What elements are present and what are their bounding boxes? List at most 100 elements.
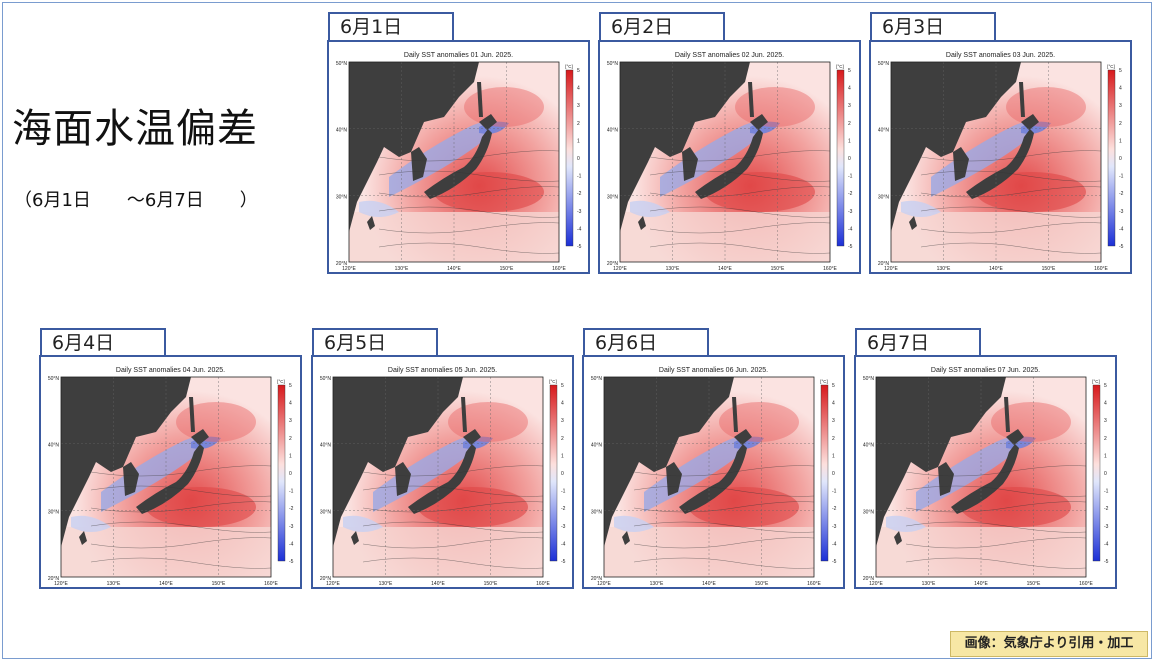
colorbar-tick: -1 (577, 174, 582, 180)
date-tab: 6月2日 (599, 12, 725, 40)
lat-label: 20°N (320, 576, 332, 582)
lat-label: 40°N (878, 128, 890, 134)
lon-label: 150°E (500, 266, 514, 272)
lat-label: 40°N (320, 443, 332, 449)
colorbar-tick: 1 (289, 453, 292, 459)
lon-label: 160°E (1094, 266, 1108, 272)
lon-label: 160°E (536, 581, 550, 587)
colorbar-tick: 2 (561, 436, 564, 442)
colorbar-tick: -1 (1119, 174, 1124, 180)
lat-label: 20°N (607, 261, 619, 267)
lon-label: 130°E (650, 581, 664, 587)
lon-label: 120°E (613, 266, 627, 272)
colorbar-tick: 4 (1119, 86, 1122, 92)
colorbar-tick: -2 (1119, 191, 1124, 197)
lon-label: 150°E (1027, 581, 1041, 587)
colorbar-tick: -5 (1119, 244, 1124, 250)
colorbar-tick: -5 (577, 244, 582, 250)
colorbar-tick: 1 (848, 138, 851, 144)
colorbar-unit: [°C] (565, 64, 573, 69)
colorbar-tick: -4 (289, 541, 294, 547)
colorbar-tick: 2 (1119, 121, 1122, 127)
colorbar-tick: 1 (577, 138, 580, 144)
colorbar-tick: -2 (577, 191, 582, 197)
lat-label: 20°N (48, 576, 60, 582)
map-title: Daily SST anomalies 03 Jun. 2025. (945, 52, 1056, 59)
lon-label: 140°E (718, 266, 732, 272)
colorbar-tick: -5 (832, 559, 837, 565)
lat-label: 20°N (863, 576, 875, 582)
lon-label: 120°E (869, 581, 883, 587)
colorbar-tick: 2 (577, 121, 580, 127)
lat-label: 50°N (607, 61, 619, 67)
colorbar-tick: 0 (1119, 156, 1122, 162)
colorbar-tick: -4 (832, 541, 837, 547)
lat-label: 20°N (878, 261, 890, 267)
lon-label: 130°E (379, 581, 393, 587)
lat-label: 40°N (863, 443, 875, 449)
colorbar-tick: -3 (289, 524, 294, 530)
colorbar-unit: [°C] (549, 379, 557, 384)
lon-label: 160°E (552, 266, 566, 272)
colorbar-tick: 0 (832, 471, 835, 477)
lat-label: 20°N (336, 261, 348, 267)
lon-label: 150°E (771, 266, 785, 272)
lon-label: 130°E (107, 581, 121, 587)
lat-label: 30°N (591, 509, 603, 515)
lat-label: 40°N (591, 443, 603, 449)
lat-label: 20°N (591, 576, 603, 582)
lat-label: 40°N (336, 128, 348, 134)
colorbar-tick: 5 (561, 383, 564, 389)
sst-map-panel: Daily SST anomalies 07 Jun. 2025. 50°N 40°… (854, 355, 1117, 589)
colorbar-unit: [°C] (1107, 64, 1115, 69)
lon-label: 140°E (159, 581, 173, 587)
lat-label: 30°N (320, 509, 332, 515)
colorbar-tick: -4 (1119, 226, 1124, 232)
colorbar-tick: 2 (1104, 436, 1107, 442)
colorbar-tick: -2 (832, 506, 837, 512)
colorbar-tick: -1 (561, 489, 566, 495)
lon-label: 120°E (342, 266, 356, 272)
lon-label: 140°E (989, 266, 1003, 272)
colorbar-unit: [°C] (836, 64, 844, 69)
lon-label: 120°E (326, 581, 340, 587)
lon-label: 150°E (212, 581, 226, 587)
colorbar-tick: -4 (1104, 541, 1109, 547)
colorbar-tick: -3 (561, 524, 566, 530)
colorbar-tick: 0 (1104, 471, 1107, 477)
colorbar-tick: 2 (832, 436, 835, 442)
colorbar-tick: -5 (561, 559, 566, 565)
colorbar-tick: 3 (1104, 418, 1107, 424)
colorbar-tick: -2 (848, 191, 853, 197)
colorbar-tick: 3 (289, 418, 292, 424)
lon-label: 160°E (1079, 581, 1093, 587)
colorbar-unit: [°C] (820, 379, 828, 384)
lon-label: 140°E (431, 581, 445, 587)
map-title: Daily SST anomalies 01 Jun. 2025. (403, 52, 514, 59)
lat-label: 30°N (336, 194, 348, 200)
lon-label: 160°E (264, 581, 278, 587)
colorbar-tick: 4 (561, 401, 564, 407)
lat-label: 30°N (863, 509, 875, 515)
date-tab: 6月3日 (870, 12, 996, 40)
colorbar-tick: -4 (561, 541, 566, 547)
colorbar-tick: 5 (848, 68, 851, 74)
map-title: Daily SST anomalies 06 Jun. 2025. (658, 367, 769, 374)
date-tab: 6月1日 (328, 12, 454, 40)
colorbar-tick: 0 (289, 471, 292, 477)
colorbar-tick: -4 (848, 226, 853, 232)
lat-label: 30°N (48, 509, 60, 515)
colorbar-tick: -1 (289, 489, 294, 495)
colorbar-tick: 3 (848, 103, 851, 109)
colorbar-tick: 5 (577, 68, 580, 74)
page-subtitle: （6月1日 ～6月7日 ） (14, 190, 258, 211)
lon-label: 140°E (702, 581, 716, 587)
colorbar-tick: 2 (848, 121, 851, 127)
sst-map-panel: Daily SST anomalies 02 Jun. 2025. 50°N 40°… (598, 40, 861, 274)
colorbar-tick: -2 (1104, 506, 1109, 512)
lon-label: 130°E (937, 266, 951, 272)
lat-label: 30°N (878, 194, 890, 200)
